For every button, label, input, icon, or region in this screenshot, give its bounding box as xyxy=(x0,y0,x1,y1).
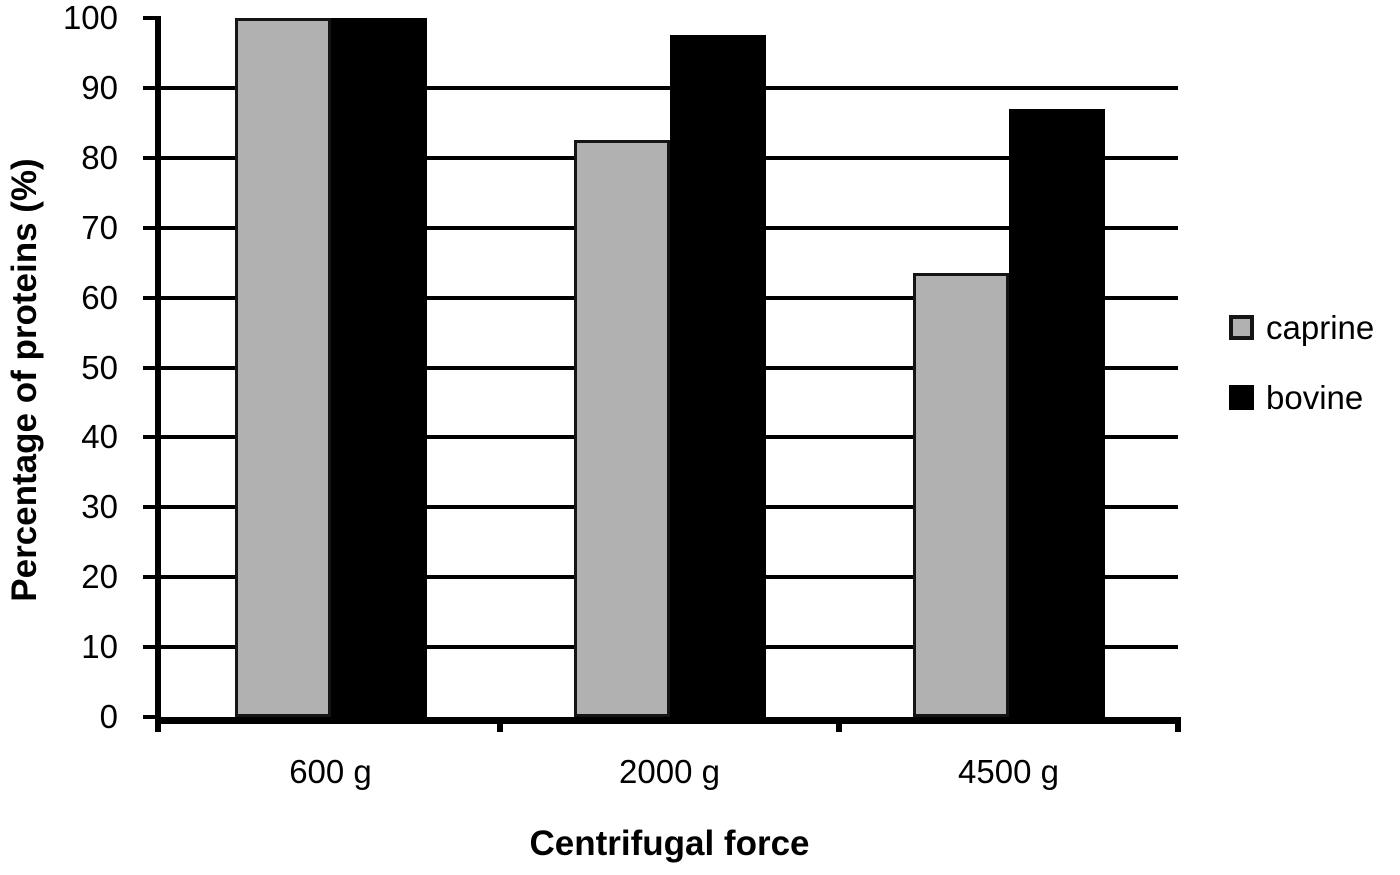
x-tick-label-4500-g: 4500 g xyxy=(958,753,1059,790)
bar-caprine-4500-g xyxy=(912,273,1009,717)
y-tick-label-90: 90 xyxy=(81,68,118,106)
y-tick-label-10: 10 xyxy=(81,628,118,666)
x-tick-2 xyxy=(836,717,842,732)
y-tick-label-40: 40 xyxy=(81,418,118,456)
legend-swatch-caprine xyxy=(1229,314,1254,340)
y-tick-label-60: 60 xyxy=(81,278,118,316)
y-tick-100 xyxy=(143,16,161,20)
y-tick-label-0: 0 xyxy=(99,698,118,735)
y-axis-line xyxy=(155,16,161,724)
y-tick-90 xyxy=(143,85,161,90)
legend-item-caprine: caprine xyxy=(1229,311,1374,344)
legend-label-bovine: bovine xyxy=(1266,378,1364,416)
y-tick-label-70: 70 xyxy=(81,208,118,246)
legend-item-bovine: bovine xyxy=(1229,381,1374,414)
y-tick-label-100: 100 xyxy=(62,0,118,36)
y-tick-label-80: 80 xyxy=(81,138,118,176)
y-tick-0 xyxy=(143,715,161,719)
y-tick-60 xyxy=(143,295,161,300)
y-tick-label-50: 50 xyxy=(81,348,118,386)
bar-bovine-4500-g xyxy=(1008,108,1105,717)
legend-swatch-bovine xyxy=(1229,384,1254,410)
x-tick-label-600-g: 600 g xyxy=(289,753,372,790)
y-tick-40 xyxy=(143,435,161,440)
y-tick-30 xyxy=(143,505,161,510)
bar-caprine-2000-g xyxy=(573,140,670,717)
y-tick-label-30: 30 xyxy=(81,488,118,526)
bar-bovine-600-g xyxy=(330,18,427,717)
x-axis-title: Centrifugal force xyxy=(529,824,810,863)
x-tick-0 xyxy=(155,717,161,732)
x-tick-1 xyxy=(497,717,503,732)
legend: caprine bovine xyxy=(1229,311,1374,454)
y-tick-label-20: 20 xyxy=(81,558,118,596)
x-axis-line xyxy=(155,717,1178,724)
x-tick-label-2000-g: 2000 g xyxy=(619,753,720,790)
plot-area xyxy=(161,18,1178,717)
y-tick-70 xyxy=(143,225,161,230)
legend-label-caprine: caprine xyxy=(1266,308,1375,346)
bar-bovine-2000-g xyxy=(669,35,766,717)
bar-caprine-600-g xyxy=(234,18,331,717)
y-tick-10 xyxy=(143,645,161,650)
y-tick-20 xyxy=(143,575,161,580)
y-tick-50 xyxy=(143,365,161,370)
y-tick-80 xyxy=(143,155,161,160)
x-tick-3 xyxy=(1175,717,1181,732)
